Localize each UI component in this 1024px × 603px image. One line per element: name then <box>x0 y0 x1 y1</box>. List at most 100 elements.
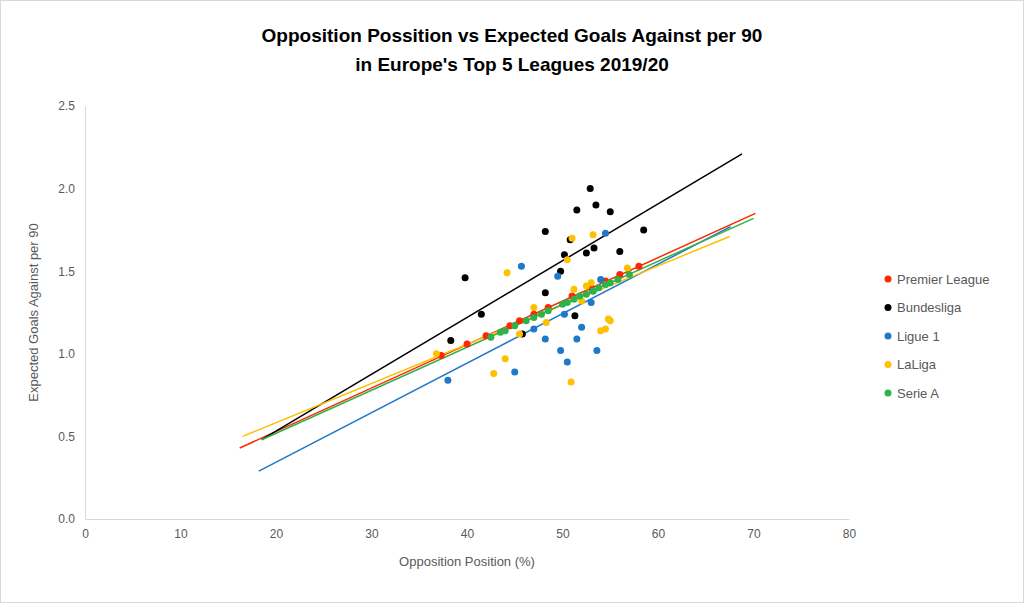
point <box>542 289 549 296</box>
chart: Opposition Possition vs Expected Goals A… <box>0 0 1024 603</box>
trend-line <box>259 227 731 471</box>
point <box>543 319 550 326</box>
point <box>588 299 595 306</box>
point <box>487 334 494 341</box>
point <box>530 326 537 333</box>
x-axis: 0 10 20 30 40 50 60 70 80 <box>82 519 856 541</box>
series-points <box>444 230 609 384</box>
x-tick-label: 80 <box>843 527 857 541</box>
y-tick-label: 1.0 <box>58 347 75 361</box>
x-tick-label: 20 <box>270 527 284 541</box>
y-tick-label: 0.0 <box>58 512 75 526</box>
point <box>462 274 469 281</box>
series-points <box>438 263 643 359</box>
point <box>538 311 545 318</box>
x-tick: 20 <box>270 519 284 541</box>
legend-label: Serie A <box>897 386 939 401</box>
y-tick: 2.5 <box>58 99 85 113</box>
point <box>518 263 525 270</box>
series-points <box>433 231 631 385</box>
x-tick: 60 <box>652 519 666 541</box>
point <box>516 330 523 337</box>
point <box>564 359 571 366</box>
x-tick-label: 0 <box>82 527 89 541</box>
point <box>640 226 647 233</box>
point <box>570 286 577 293</box>
point <box>564 256 571 263</box>
point <box>593 347 600 354</box>
point <box>444 377 451 384</box>
x-tick: 80 <box>843 519 857 541</box>
point <box>502 355 509 362</box>
legend-marker <box>885 333 892 340</box>
legend-marker <box>885 304 892 311</box>
point <box>571 312 578 319</box>
point <box>624 264 631 271</box>
chart-title: Opposition Possition vs Expected Goals A… <box>262 25 763 46</box>
x-tick: 30 <box>365 519 379 541</box>
point <box>588 279 595 286</box>
y-axis: 0.0 0.5 1.0 1.5 2.0 2.5 <box>58 99 85 526</box>
point <box>607 317 614 324</box>
legend-label: Ligue 1 <box>897 329 940 344</box>
point <box>587 185 594 192</box>
y-tick: 1.0 <box>58 347 85 361</box>
y-tick: 0.5 <box>58 430 85 444</box>
point <box>591 245 598 252</box>
x-tick: 50 <box>556 519 570 541</box>
chart-title: in Europe's Top 5 Leagues 2019/20 <box>355 54 669 75</box>
point <box>502 327 509 334</box>
point <box>561 311 568 318</box>
x-axis-title: Opposition Position (%) <box>399 554 535 569</box>
x-tick-label: 70 <box>747 527 761 541</box>
point <box>583 250 590 257</box>
point <box>545 307 552 314</box>
trend-line <box>240 213 756 448</box>
legend-label: LaLiga <box>897 357 937 372</box>
x-tick: 40 <box>461 519 475 541</box>
point <box>592 202 599 209</box>
legend-label: Bundesliga <box>897 300 962 315</box>
point <box>602 230 609 237</box>
point <box>433 350 440 357</box>
y-tick-label: 2.0 <box>58 182 75 196</box>
x-tick-label: 40 <box>461 527 475 541</box>
x-tick-label: 10 <box>174 527 188 541</box>
point <box>490 370 497 377</box>
point <box>542 335 549 342</box>
point <box>511 322 518 329</box>
point <box>478 311 485 318</box>
point <box>523 317 530 324</box>
point <box>602 326 609 333</box>
y-tick: 2.0 <box>58 182 85 196</box>
point <box>447 337 454 344</box>
legend: Premier League Bundesliga Ligue 1 LaLiga Ser… <box>885 272 990 401</box>
x-tick: 70 <box>747 519 761 541</box>
point <box>511 368 518 375</box>
y-tick-label: 1.5 <box>58 265 75 279</box>
point <box>583 291 590 298</box>
x-tick-label: 50 <box>556 527 570 541</box>
y-tick: 0.0 <box>58 512 85 526</box>
point <box>578 324 585 331</box>
point <box>573 335 580 342</box>
trend-line <box>243 237 730 437</box>
y-tick-label: 2.5 <box>58 99 75 113</box>
point <box>626 271 633 278</box>
point <box>614 276 621 283</box>
point <box>607 208 614 215</box>
y-tick-label: 0.5 <box>58 430 75 444</box>
point <box>504 269 511 276</box>
x-tick: 10 <box>174 519 188 541</box>
series-points <box>487 271 632 341</box>
point <box>595 284 602 291</box>
series-points <box>447 185 647 344</box>
y-axis-line <box>85 107 86 520</box>
point <box>616 248 623 255</box>
chart-frame <box>1 1 1024 603</box>
point <box>530 304 537 311</box>
legend-marker <box>885 390 892 397</box>
legend-label: Premier League <box>897 272 990 287</box>
y-tick: 1.5 <box>58 265 85 279</box>
point <box>568 378 575 385</box>
